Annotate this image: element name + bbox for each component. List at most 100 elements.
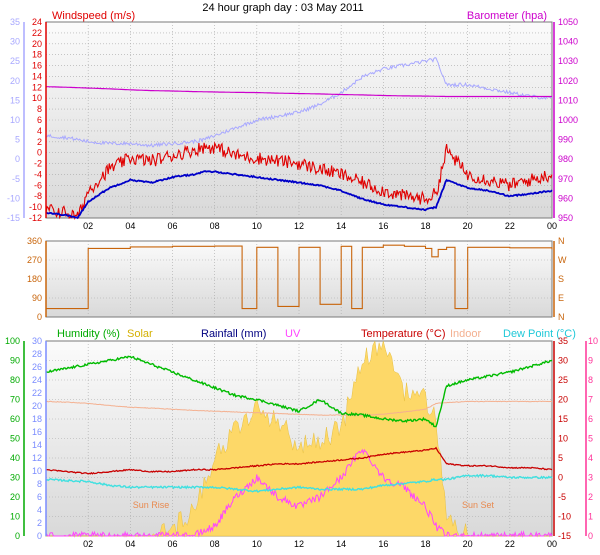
- windspeed-tick: -10: [29, 202, 42, 212]
- rainfall-tick: 0: [37, 531, 42, 541]
- windspeed-tick: -8: [34, 191, 42, 201]
- indoor-label: Indoor: [450, 328, 482, 340]
- windspeed-tick: 22: [32, 28, 42, 38]
- temperature-tick: 30: [558, 356, 568, 366]
- humidity-tick: 90: [10, 356, 20, 366]
- temperature-label: Temperature (°C): [361, 328, 445, 340]
- weather-x-tick: 12: [294, 539, 304, 549]
- rainfall-tick: 18: [32, 414, 42, 424]
- wind-x-tick: 18: [420, 221, 430, 231]
- series-line: [45, 170, 553, 220]
- wind-outer-tick: 5: [15, 135, 20, 145]
- wind-outer-tick: 35: [10, 17, 20, 27]
- rainfall-tick: 16: [32, 427, 42, 437]
- humidity-tick: 40: [10, 453, 20, 463]
- temperature-tick: 25: [558, 375, 568, 385]
- wind-outer-tick: 20: [10, 76, 20, 86]
- direction-tick: 360: [27, 236, 42, 246]
- wind-x-tick: 02: [83, 221, 93, 231]
- rainfall-tick: 8: [37, 479, 42, 489]
- series-line: [45, 57, 553, 148]
- direction-compass-tick: W: [558, 255, 567, 265]
- windspeed-tick: 16: [32, 61, 42, 71]
- windspeed-tick: -4: [34, 169, 42, 179]
- humidity-tick: 0: [15, 531, 20, 541]
- direction-tick: 180: [27, 274, 42, 284]
- direction-compass-tick: E: [558, 293, 564, 303]
- uv-tick: 9: [588, 356, 593, 366]
- series-line: [45, 355, 553, 428]
- humidity-tick: 100: [5, 336, 20, 346]
- barometer-tick: 1000: [558, 115, 578, 125]
- rainfall-tick: 22: [32, 388, 42, 398]
- humidity-tick: 20: [10, 492, 20, 502]
- wind-outer-tick: 15: [10, 95, 20, 105]
- series-line: [46, 400, 553, 416]
- wind-x-tick: 14: [336, 221, 346, 231]
- barometer-tick: 990: [558, 135, 573, 145]
- windspeed-tick: 10: [32, 93, 42, 103]
- wind-x-tick: 00: [547, 221, 557, 231]
- weather-x-tick: 16: [378, 539, 388, 549]
- wind-outer-tick: -5: [12, 174, 20, 184]
- windspeed-tick: -2: [34, 159, 42, 169]
- series-line: [45, 141, 553, 221]
- humidity-label: Humidity (%): [57, 328, 120, 340]
- temperature-tick: 10: [558, 434, 568, 444]
- barometer-tick: 980: [558, 154, 573, 164]
- windspeed-tick: 6: [37, 115, 42, 125]
- barometer-tick: 1050: [558, 17, 578, 27]
- windspeed-tick: 14: [32, 71, 42, 81]
- uv-tick: 1: [588, 512, 593, 522]
- temperature-tick: 5: [558, 453, 563, 463]
- windspeed-tick: 0: [37, 148, 42, 158]
- wind-x-tick: 06: [167, 221, 177, 231]
- barometer-tick: 970: [558, 174, 573, 184]
- chart-title: 24 hour graph day : 03 May 2011: [202, 2, 363, 14]
- windspeed-tick: 12: [32, 82, 42, 92]
- windspeed-label: Windspeed (m/s): [52, 10, 135, 22]
- weather-x-tick: 06: [167, 539, 177, 549]
- direction-tick: 270: [27, 255, 42, 265]
- windspeed-tick: -12: [29, 213, 42, 223]
- windspeed-tick: -6: [34, 180, 42, 190]
- wind-outer-tick: 0: [15, 154, 20, 164]
- windspeed-tick: 4: [37, 126, 42, 136]
- temperature-tick: -5: [558, 492, 566, 502]
- temperature-tick: 20: [558, 395, 568, 405]
- windspeed-tick: 8: [37, 104, 42, 114]
- weather-x-tick: 18: [420, 539, 430, 549]
- humidity-tick: 50: [10, 434, 20, 444]
- rainfall-tick: 28: [32, 349, 42, 359]
- wind-x-tick: 08: [210, 221, 220, 231]
- rainfall-tick: 6: [37, 492, 42, 502]
- solar-label: Solar: [127, 328, 153, 340]
- weather-x-tick: 00: [547, 539, 557, 549]
- rainfall-tick: 24: [32, 375, 42, 385]
- weather-x-tick: 20: [463, 539, 473, 549]
- windspeed-tick: 18: [32, 50, 42, 60]
- uv-tick: 5: [588, 434, 593, 444]
- weather-x-tick: 22: [505, 539, 515, 549]
- uv-label: UV: [285, 328, 301, 340]
- series-line: [45, 446, 553, 475]
- wind-x-tick: 22: [505, 221, 515, 231]
- humidity-tick: 80: [10, 375, 20, 385]
- temperature-tick: 35: [558, 336, 568, 346]
- rainfall-tick: 14: [32, 440, 42, 450]
- rainfall-tick: 12: [32, 453, 42, 463]
- weather-x-tick: 10: [252, 539, 262, 549]
- wind-outer-tick: 25: [10, 56, 20, 66]
- weather-x-tick: 02: [83, 539, 93, 549]
- temperature-tick: 15: [558, 414, 568, 424]
- direction-tick: 0: [37, 312, 42, 322]
- sun-set-label: Sun Set: [462, 500, 495, 510]
- humidity-tick: 30: [10, 473, 20, 483]
- uv-tick: 7: [588, 395, 593, 405]
- uv-tick: 0: [588, 531, 593, 541]
- rainfall-tick: 26: [32, 362, 42, 372]
- uv-tick: 6: [588, 414, 593, 424]
- rainfall-tick: 10: [32, 466, 42, 476]
